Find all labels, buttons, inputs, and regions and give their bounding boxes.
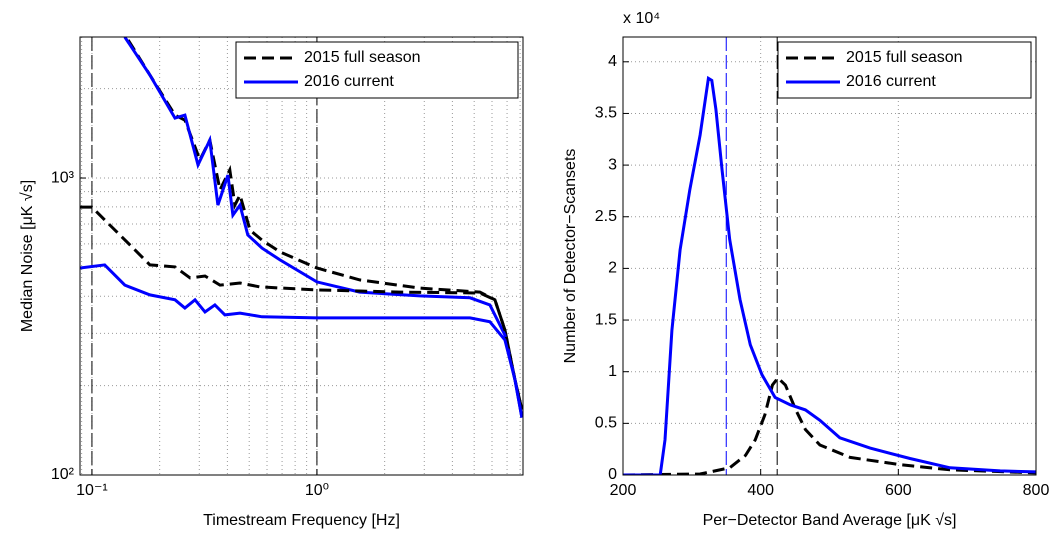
legend-label: 2015 full season [846, 49, 963, 66]
series-line [623, 375, 1036, 475]
y-tick-label: 1.5 [595, 311, 617, 328]
series-line [623, 75, 1036, 475]
y-tick-label: 2 [608, 260, 617, 277]
y-tick-label: 3.5 [595, 105, 617, 122]
y-tick-label: 10³ [51, 169, 75, 186]
y-tick-label: 4 [608, 53, 617, 70]
plot-frame [622, 36, 1037, 476]
x-tick-label: 600 [885, 482, 912, 499]
y-axis-label: Median Noise [μK √s] [19, 180, 36, 332]
series-line [123, 37, 523, 418]
x-tick-label: 10⁻¹ [76, 482, 108, 499]
legend-label: 2015 full season [304, 49, 421, 66]
x-tick-label: 10⁰ [305, 482, 329, 499]
series-line [80, 205, 523, 410]
panel: 10⁻¹ 10⁰ 10² 10³ Timestream Frequency [Hz] Me… [19, 36, 524, 529]
plot-frame [79, 36, 524, 476]
legend-label: 2016 current [846, 73, 936, 90]
series-line [80, 263, 523, 418]
y-tick-label: 10² [51, 466, 75, 483]
x-tick-label: 200 [610, 482, 637, 499]
legend-label: 2016 current [304, 73, 394, 90]
y-tick-label: 1 [608, 363, 617, 380]
panel: 200 400 600 800 0 0.5 1 1.5 2 2.5 3 3.5 4 Per−Detecto… [562, 10, 1049, 529]
x-axis-label: Timestream Frequency [Hz] [203, 512, 400, 529]
y-tick-label: 0.5 [595, 415, 617, 432]
y-axis-label: Number of Detector−Scansets [562, 149, 579, 364]
y-tick-label: 2.5 [595, 208, 617, 225]
x-axis-label: Per−Detector Band Average [μK √s] [703, 512, 957, 529]
y-tick-label: 0 [608, 466, 617, 483]
x-tick-label: 800 [1023, 482, 1050, 499]
x-tick-label: 400 [747, 482, 774, 499]
legend-box [777, 41, 1032, 99]
legend-box [235, 41, 519, 99]
axis-multiplier: x 10⁴ [623, 10, 660, 27]
y-tick-label: 3 [608, 156, 617, 173]
